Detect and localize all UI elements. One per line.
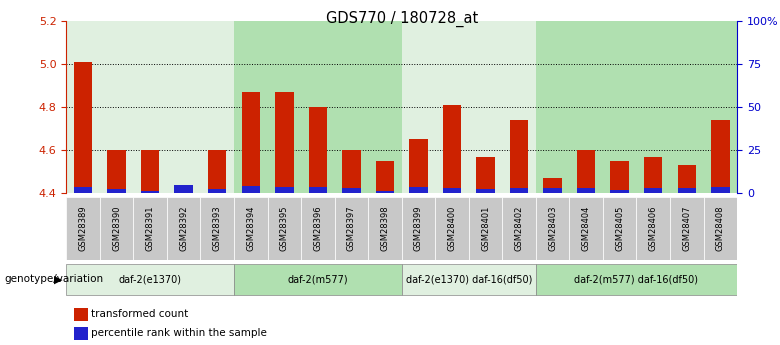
Bar <box>603 197 636 260</box>
Text: GDS770 / 180728_at: GDS770 / 180728_at <box>325 10 478 27</box>
Bar <box>74 62 92 193</box>
Bar <box>636 197 670 260</box>
Bar <box>66 264 234 295</box>
Text: GSM28396: GSM28396 <box>314 206 322 252</box>
Bar <box>66 21 234 193</box>
Bar <box>342 150 360 193</box>
Bar <box>510 188 528 193</box>
Bar <box>536 21 737 193</box>
Bar <box>402 264 536 295</box>
Bar <box>410 187 427 193</box>
Bar <box>644 188 662 193</box>
Bar <box>167 197 200 260</box>
Bar <box>376 161 394 193</box>
Text: daf-2(m577) daf-16(df50): daf-2(m577) daf-16(df50) <box>575 275 698 284</box>
Text: GSM28408: GSM28408 <box>716 206 725 251</box>
Text: daf-2(m577): daf-2(m577) <box>288 275 348 284</box>
Bar <box>108 189 126 193</box>
Bar <box>611 190 629 193</box>
Bar <box>402 21 536 193</box>
Text: GSM28391: GSM28391 <box>146 206 154 251</box>
Bar <box>711 120 729 193</box>
Bar <box>309 187 327 193</box>
Bar <box>536 197 569 260</box>
Text: GSM28403: GSM28403 <box>548 206 557 251</box>
Bar <box>208 150 226 193</box>
Bar <box>242 186 260 193</box>
Text: GSM28405: GSM28405 <box>615 206 624 251</box>
Text: GSM28390: GSM28390 <box>112 206 121 251</box>
Text: GSM28389: GSM28389 <box>79 206 87 252</box>
Bar <box>502 197 536 260</box>
Text: ▶: ▶ <box>54 275 62 284</box>
Bar <box>477 189 495 193</box>
Text: GSM28407: GSM28407 <box>682 206 691 251</box>
Text: GSM28393: GSM28393 <box>213 206 222 252</box>
Text: GSM28394: GSM28394 <box>246 206 255 251</box>
Bar <box>301 197 335 260</box>
Bar <box>410 139 427 193</box>
Bar <box>670 197 704 260</box>
Bar <box>234 197 268 260</box>
Text: percentile rank within the sample: percentile rank within the sample <box>91 328 267 338</box>
Text: GSM28401: GSM28401 <box>481 206 490 251</box>
Text: GSM28397: GSM28397 <box>347 206 356 252</box>
Text: GSM28406: GSM28406 <box>649 206 658 251</box>
Bar <box>544 178 562 193</box>
Bar <box>376 191 394 193</box>
Bar <box>544 188 562 193</box>
Bar <box>477 157 495 193</box>
Bar <box>711 187 729 193</box>
Bar <box>611 161 629 193</box>
Text: genotype/variation: genotype/variation <box>4 275 103 284</box>
Bar <box>678 165 696 193</box>
Text: GSM28402: GSM28402 <box>515 206 523 251</box>
Bar <box>402 197 435 260</box>
Bar <box>141 150 159 193</box>
Bar <box>200 197 234 260</box>
Bar <box>268 197 301 260</box>
Bar <box>368 197 402 260</box>
Bar <box>469 197 502 260</box>
Bar <box>536 264 737 295</box>
Bar <box>577 150 595 193</box>
Bar <box>275 187 293 193</box>
Text: GSM28392: GSM28392 <box>179 206 188 251</box>
Bar <box>275 92 293 193</box>
Bar <box>141 191 159 193</box>
Bar <box>435 197 469 260</box>
Bar <box>309 107 327 193</box>
Bar <box>443 188 461 193</box>
Bar <box>342 188 360 193</box>
Text: GSM28400: GSM28400 <box>448 206 456 251</box>
Bar <box>644 157 662 193</box>
Bar <box>100 197 133 260</box>
Bar <box>242 92 260 193</box>
Bar <box>704 197 737 260</box>
Bar <box>208 189 226 193</box>
Bar <box>678 188 696 193</box>
Text: daf-2(e1370): daf-2(e1370) <box>119 275 182 284</box>
Bar <box>234 21 402 193</box>
Bar <box>443 105 461 193</box>
Bar <box>335 197 368 260</box>
Text: GSM28395: GSM28395 <box>280 206 289 251</box>
Bar <box>510 120 528 193</box>
Bar <box>74 187 92 193</box>
Text: GSM28398: GSM28398 <box>381 206 389 252</box>
Text: transformed count: transformed count <box>91 309 189 319</box>
Text: GSM28399: GSM28399 <box>414 206 423 251</box>
Text: GSM28404: GSM28404 <box>582 206 590 251</box>
Bar <box>66 197 100 260</box>
Bar <box>569 197 603 260</box>
Bar <box>133 197 167 260</box>
Bar <box>108 150 126 193</box>
Text: daf-2(e1370) daf-16(df50): daf-2(e1370) daf-16(df50) <box>406 275 532 284</box>
Bar <box>234 264 402 295</box>
Bar <box>175 185 193 193</box>
Bar <box>577 188 595 193</box>
